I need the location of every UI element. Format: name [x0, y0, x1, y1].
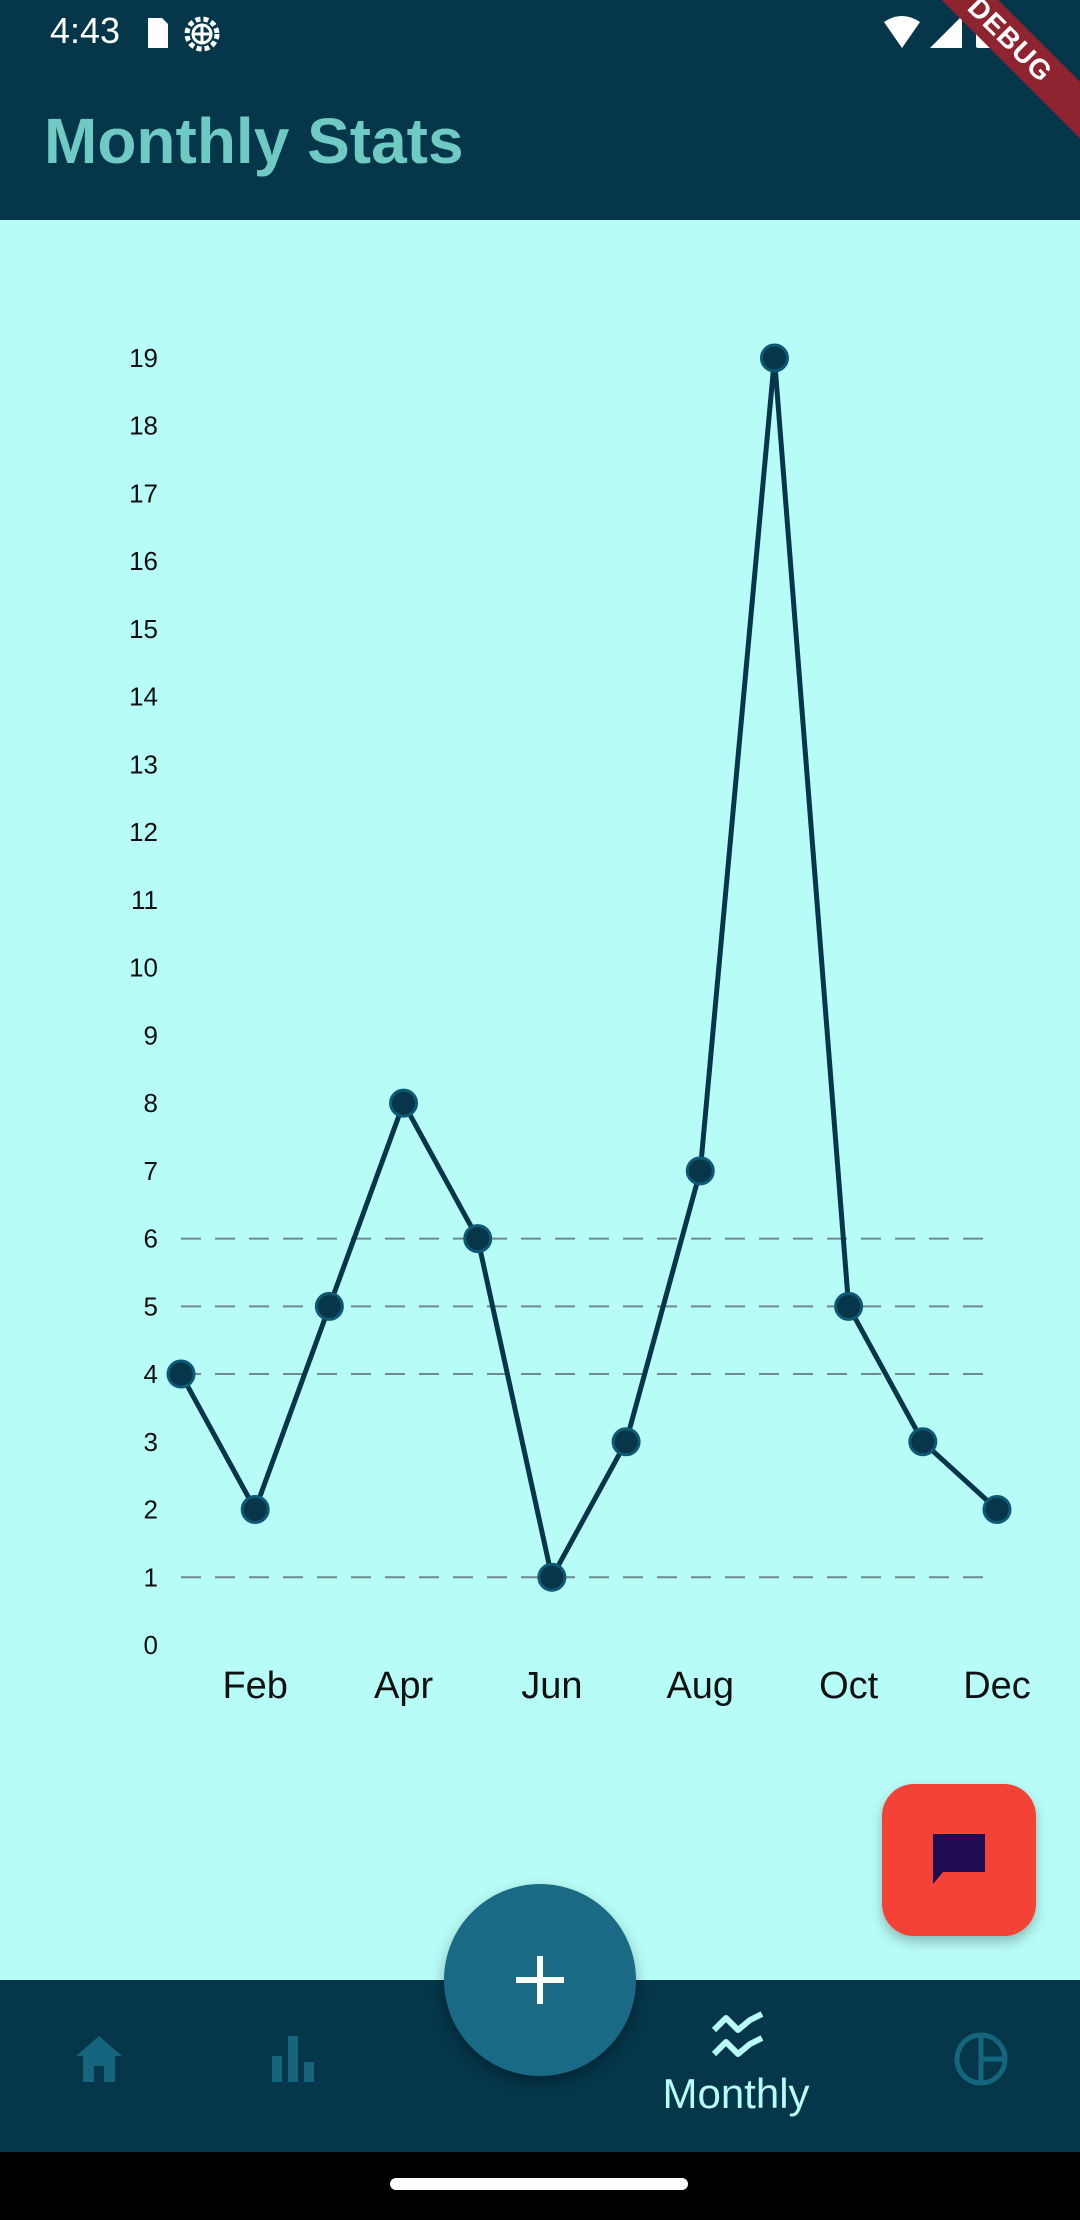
bar-chart-icon — [272, 2036, 314, 2082]
page-title: Monthly Stats — [44, 105, 464, 177]
x-tick-label: Aug — [666, 1665, 734, 1707]
nav-label-monthly: Monthly — [662, 2070, 810, 2117]
y-tick-label: 12 — [129, 817, 158, 847]
data-point — [537, 1562, 567, 1592]
y-tick-label: 11 — [131, 885, 158, 915]
data-point — [611, 1427, 641, 1457]
settings-gear-icon — [184, 16, 220, 52]
y-tick-label: 17 — [129, 478, 158, 508]
status-bar: 4:43 — [0, 0, 1080, 66]
nav-item-pie-chart[interactable] — [902, 1980, 1058, 2152]
status-time: 4:43 — [50, 10, 121, 51]
y-tick-label: 0 — [144, 1630, 158, 1660]
data-point — [463, 1224, 493, 1254]
home-icon — [76, 2036, 122, 2082]
nav-item-bar-chart[interactable] — [216, 1980, 372, 2152]
x-tick-label: Dec — [963, 1665, 1031, 1707]
nav-item-monthly[interactable]: Monthly — [624, 1980, 848, 2152]
chat-fab-button[interactable] — [882, 1784, 1036, 1936]
data-point — [834, 1291, 864, 1321]
add-fab-button[interactable] — [444, 1884, 636, 2076]
chat-icon — [933, 1834, 985, 1884]
data-point — [314, 1291, 344, 1321]
signal-icon — [930, 16, 962, 48]
y-tick-label: 16 — [129, 546, 158, 576]
sd-card-icon — [148, 18, 168, 48]
data-point — [908, 1427, 938, 1457]
data-point — [759, 343, 789, 373]
y-tick-label: 7 — [144, 1156, 158, 1186]
x-tick-label: Feb — [222, 1665, 287, 1707]
x-tick-label: Jun — [521, 1665, 582, 1707]
home-gesture-handle[interactable] — [390, 2178, 688, 2190]
x-tick-label: Oct — [819, 1665, 879, 1707]
status-notification-icons — [148, 16, 220, 52]
y-tick-label: 1 — [144, 1562, 158, 1592]
data-point — [240, 1495, 270, 1525]
pie-chart-icon — [954, 2032, 1008, 2086]
plus-icon — [516, 1956, 564, 2004]
app-bar: Monthly Stats — [0, 66, 1080, 220]
data-point — [389, 1088, 419, 1118]
y-tick-label: 13 — [129, 749, 158, 779]
data-point — [166, 1359, 196, 1389]
y-tick-label: 15 — [129, 614, 158, 644]
data-point — [982, 1495, 1012, 1525]
y-tick-label: 9 — [144, 1020, 158, 1050]
series-line — [178, 355, 999, 1580]
y-tick-label: 4 — [144, 1359, 158, 1389]
y-tick-label: 5 — [144, 1291, 158, 1321]
y-tick-label: 14 — [129, 682, 158, 712]
y-tick-label: 19 — [129, 343, 158, 373]
x-tick-label: Apr — [374, 1665, 433, 1707]
system-navigation-bar — [0, 2152, 1080, 2220]
wifi-icon — [884, 16, 920, 48]
data-point — [685, 1156, 715, 1186]
chart-area: 0 1 2 3 4 5 6 7 8 9 10 11 12 13 14 15 16 17 18 19 Feb Apr Jun A… — [0, 220, 1080, 1980]
y-tick-label: 3 — [144, 1427, 158, 1457]
y-tick-label: 8 — [144, 1088, 158, 1118]
line-chart-icon — [711, 2011, 764, 2057]
nav-item-home[interactable] — [20, 1980, 176, 2152]
y-tick-label: 10 — [129, 953, 158, 983]
y-tick-label: 6 — [144, 1224, 158, 1254]
y-tick-label: 2 — [144, 1495, 158, 1525]
y-tick-label: 18 — [129, 411, 158, 441]
